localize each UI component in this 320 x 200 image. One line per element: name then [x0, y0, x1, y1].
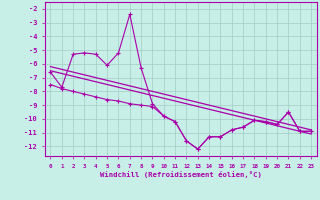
X-axis label: Windchill (Refroidissement éolien,°C): Windchill (Refroidissement éolien,°C)	[100, 171, 262, 178]
